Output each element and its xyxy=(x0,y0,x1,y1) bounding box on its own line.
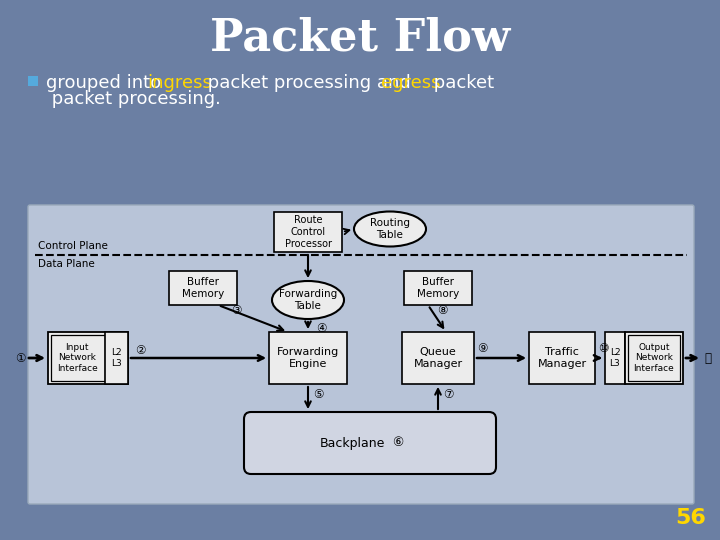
Text: Route
Control
Processor: Route Control Processor xyxy=(284,215,331,248)
Text: Forwarding
Table: Forwarding Table xyxy=(279,289,337,311)
Bar xyxy=(628,335,680,381)
Text: ③: ③ xyxy=(230,303,241,316)
Bar xyxy=(529,332,595,384)
Text: ④: ④ xyxy=(316,322,326,335)
Bar xyxy=(605,332,625,384)
Text: Backplane: Backplane xyxy=(319,436,384,449)
Text: Routing
Table: Routing Table xyxy=(370,218,410,240)
Text: L2
L3: L2 L3 xyxy=(610,348,621,368)
Bar xyxy=(105,332,128,384)
FancyBboxPatch shape xyxy=(28,205,694,504)
FancyBboxPatch shape xyxy=(244,412,496,474)
Text: egress: egress xyxy=(382,74,441,92)
Text: L2
L3: L2 L3 xyxy=(111,348,122,368)
Text: ②: ② xyxy=(135,343,145,356)
Text: ⑤: ⑤ xyxy=(312,388,323,401)
Text: Buffer
Memory: Buffer Memory xyxy=(417,277,459,299)
Text: Packet Flow: Packet Flow xyxy=(210,17,510,59)
Text: Input
Network
Interface: Input Network Interface xyxy=(57,343,97,373)
Bar xyxy=(402,332,474,384)
Ellipse shape xyxy=(272,281,344,319)
Text: Data Plane: Data Plane xyxy=(38,259,95,269)
Bar xyxy=(51,335,105,381)
Text: Buffer
Memory: Buffer Memory xyxy=(182,277,224,299)
Text: ①: ① xyxy=(14,352,25,365)
Text: ⑨: ⑨ xyxy=(477,342,487,355)
Text: 56: 56 xyxy=(675,508,706,528)
Text: ingress: ingress xyxy=(148,74,212,92)
Text: Traffic
Manager: Traffic Manager xyxy=(537,347,587,369)
Bar xyxy=(625,332,683,384)
Text: ⑩: ⑩ xyxy=(598,342,608,355)
Text: ⑦: ⑦ xyxy=(443,388,454,401)
Bar xyxy=(274,212,342,252)
Text: Queue
Manager: Queue Manager xyxy=(413,347,462,369)
Text: grouped into: grouped into xyxy=(46,74,167,92)
Text: Forwarding
Engine: Forwarding Engine xyxy=(277,347,339,369)
Ellipse shape xyxy=(354,212,426,246)
Text: ⑥: ⑥ xyxy=(392,436,404,449)
Text: Output
Network
Interface: Output Network Interface xyxy=(634,343,675,373)
Text: ⑪: ⑪ xyxy=(704,352,711,365)
Text: packet: packet xyxy=(428,74,495,92)
Text: Control Plane: Control Plane xyxy=(38,241,108,251)
Bar xyxy=(28,76,38,86)
Bar xyxy=(269,332,347,384)
Bar xyxy=(404,271,472,305)
Bar xyxy=(48,332,128,384)
Text: ⑧: ⑧ xyxy=(437,305,447,318)
Text: packet processing and: packet processing and xyxy=(202,74,416,92)
Bar xyxy=(169,271,237,305)
Text: packet processing.: packet processing. xyxy=(46,90,221,108)
